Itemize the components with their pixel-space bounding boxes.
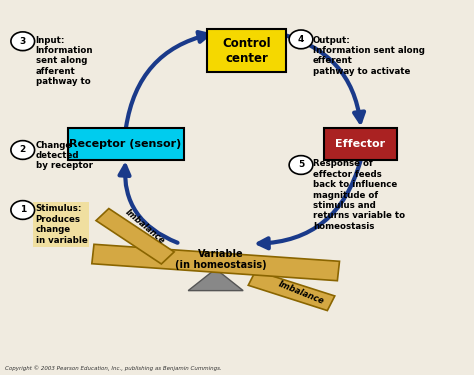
Circle shape [11,32,35,51]
Text: Variable
(in homeostasis): Variable (in homeostasis) [174,249,266,270]
Text: Change
detected
by receptor: Change detected by receptor [36,141,92,170]
Text: Copyright © 2003 Pearson Education, Inc., publishing as Benjamin Cummings.: Copyright © 2003 Pearson Education, Inc.… [5,366,221,371]
FancyBboxPatch shape [67,128,184,160]
Circle shape [289,156,313,174]
Polygon shape [248,271,335,310]
Text: Effector: Effector [335,140,385,149]
Polygon shape [92,244,339,281]
Circle shape [289,30,313,49]
Text: Control
center: Control center [222,37,271,64]
Text: Receptor (sensor): Receptor (sensor) [70,140,182,149]
Text: 4: 4 [298,35,304,44]
Text: 5: 5 [298,160,304,170]
Text: 3: 3 [19,37,26,46]
Text: Output:
Information sent along
efferent
pathway to activate: Output: Information sent along efferent … [313,36,425,76]
Text: Stimulus:
Produces
change
in variable: Stimulus: Produces change in variable [36,204,87,245]
Text: 2: 2 [19,146,26,154]
Circle shape [11,201,35,219]
Text: 1: 1 [19,206,26,214]
Text: Input:
Information
sent along
afferent
pathway to: Input: Information sent along afferent p… [36,36,93,86]
FancyBboxPatch shape [323,128,397,160]
Text: Imbalance: Imbalance [277,279,325,306]
Text: Imbalance: Imbalance [123,208,166,246]
Circle shape [11,141,35,159]
Polygon shape [96,209,174,264]
Polygon shape [188,269,243,291]
FancyBboxPatch shape [207,29,285,72]
Text: Response of
effector feeds
back to influence
magnitude of
stimulus and
returns v: Response of effector feeds back to influ… [313,159,405,231]
